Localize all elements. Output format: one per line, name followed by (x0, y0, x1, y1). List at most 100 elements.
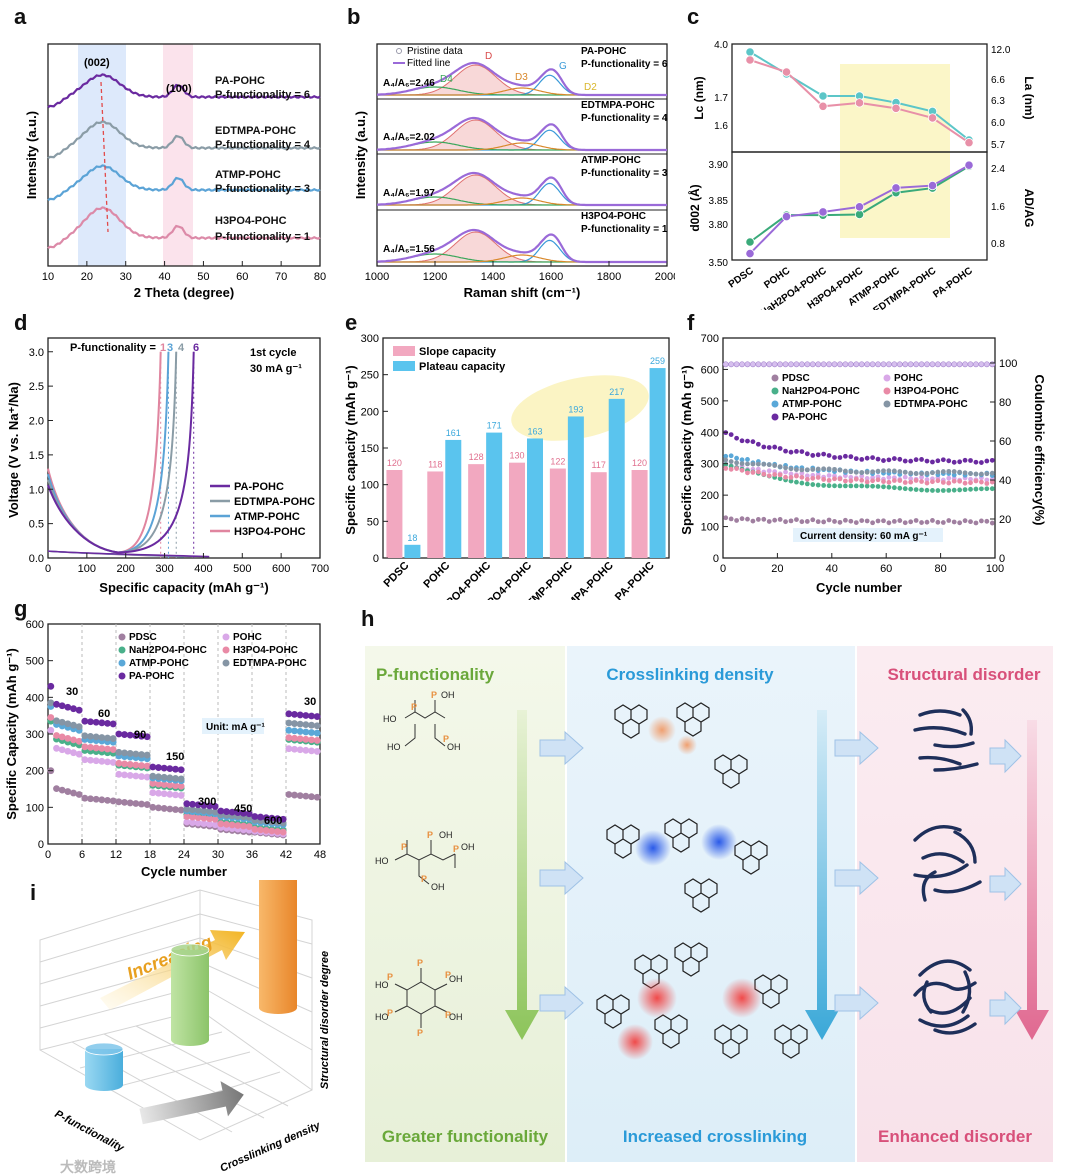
f-point-0-37 (821, 519, 827, 525)
f-point-4-1 (723, 453, 729, 459)
g-point-3-30 (211, 815, 219, 823)
f-point-2-39 (826, 483, 832, 489)
g-point-3-2 (53, 732, 60, 739)
f-point-0-65 (897, 518, 903, 523)
f-point-6-23 (783, 448, 788, 454)
f-point-3-15 (761, 471, 767, 477)
g-point-1-5 (70, 749, 77, 757)
f-point-6-99 (989, 457, 995, 463)
f-point-5-15 (761, 461, 767, 467)
f-point-6-7 (739, 438, 745, 444)
g-point-1-23 (172, 791, 179, 799)
f-point-6-47 (848, 454, 854, 460)
g-point-5-8 (87, 732, 94, 740)
ce-point-73 (918, 361, 925, 368)
g-point-5-14 (121, 749, 128, 757)
ce-point-29 (798, 361, 805, 368)
ce-point-63 (891, 361, 898, 368)
g-point-5-21 (160, 773, 168, 781)
f-point-0-63 (891, 518, 897, 524)
ce-point-31 (804, 361, 811, 368)
f-legend-swatch-0 (771, 374, 779, 382)
fitted-line-2 (377, 171, 667, 207)
g-point-6-4 (64, 703, 72, 711)
ce-point-95 (978, 361, 985, 368)
f-point-3-61 (886, 479, 892, 485)
xrd-curve-1 (47, 120, 321, 160)
f-point-3-1 (723, 466, 729, 471)
g-point-5-10 (98, 734, 106, 741)
ce-point-39 (826, 361, 832, 368)
f-point-6-51 (859, 457, 865, 462)
f-point-5-3 (728, 459, 734, 464)
panel-f-label: f (687, 310, 695, 335)
g-point-6-39 (262, 814, 270, 821)
svg-text:HO: HO (387, 742, 401, 752)
g-legend-label-2: NaH2PO4-POHC (129, 645, 207, 656)
panel-g-chart: PDSC POHC NaH2PO4-POHC H3PO4-POHC ATMP-POHC E… (4, 619, 326, 879)
panel-c-label: c (687, 4, 700, 29)
c-point-la-5 (927, 113, 938, 123)
e-xlabel-6: PA-POHC (613, 560, 657, 600)
g-point-3-18 (143, 762, 151, 770)
svg-text:P: P (427, 830, 433, 840)
g-point-5-2 (53, 717, 60, 725)
f-point-5-97 (984, 471, 990, 477)
highlight-100 (163, 44, 193, 266)
ce-point-97 (983, 361, 990, 368)
f-point-3-49 (853, 476, 859, 482)
f-legend-swatch-6 (771, 413, 779, 421)
f-point-6-75 (924, 458, 930, 464)
f-legend-swatch-4 (771, 400, 779, 408)
panel-b-chart: Pristine data Fitted line D4 D D3 G D2 P… (353, 43, 675, 300)
g-point-5-48 (313, 722, 321, 730)
b-func-0: P-functionality = 6 (581, 59, 668, 70)
band-d2: D2 (584, 82, 597, 93)
g-point-6-47 (308, 712, 315, 720)
e-ytick-6: 300 (361, 333, 379, 345)
f-point-0-69 (908, 519, 914, 525)
crosslink-node-5 (637, 978, 677, 1018)
d-ytick-3: 1.5 (29, 450, 44, 462)
g-xtick-1: 6 (79, 849, 85, 861)
f-point-3-85 (951, 478, 957, 484)
g-point-3-21 (160, 781, 168, 788)
svg-text:P: P (401, 842, 407, 852)
ce-point-67 (902, 361, 909, 368)
f-point-5-5 (734, 460, 739, 466)
plateau-value-3: 163 (527, 426, 542, 436)
g-point-6-28 (200, 801, 208, 809)
xrd-curve-0 (47, 73, 321, 109)
f-point-3-89 (962, 480, 968, 486)
f-point-2-59 (881, 484, 886, 490)
g-point-0-24 (177, 806, 185, 814)
g-xtick-8: 48 (314, 849, 326, 861)
ce-point-83 (945, 361, 952, 368)
f-point-5-83 (946, 468, 952, 474)
molecule-structures (394, 700, 456, 1028)
f-point-3-43 (837, 476, 843, 482)
ce-point-17 (766, 361, 773, 368)
panel-f-chart: PDSC POHC NaH2PO4-POHC H3PO4-POHC ATMP-POHC E… (679, 333, 1047, 595)
f-point-0-13 (755, 517, 761, 522)
f-point-6-77 (930, 459, 935, 465)
svg-text:P: P (445, 1010, 451, 1020)
g-point-3-15 (126, 761, 134, 768)
f-point-6-31 (804, 451, 810, 457)
ce-point-45 (842, 361, 849, 368)
g-point-5-23 (172, 774, 179, 782)
ce-point-59 (880, 361, 887, 368)
crosslink-node-7 (617, 1024, 653, 1060)
plateau-bar-4 (567, 416, 584, 558)
g-point-3-9 (92, 744, 100, 752)
panel-e-chart: Slope capacity Plateau capacity 120 18 118… (343, 333, 670, 600)
watermark: 大数跨境 (60, 1159, 116, 1174)
ce-point-13 (755, 361, 762, 368)
g-point-3-48 (313, 737, 321, 744)
g-point-6-10 (98, 719, 106, 727)
f-point-3-91 (968, 480, 973, 486)
panel-h-label: h (361, 606, 375, 631)
c-ylabel-adag: AD/AG (1022, 189, 1036, 228)
f-point-2-99 (989, 486, 995, 492)
f-point-6-37 (821, 451, 827, 457)
